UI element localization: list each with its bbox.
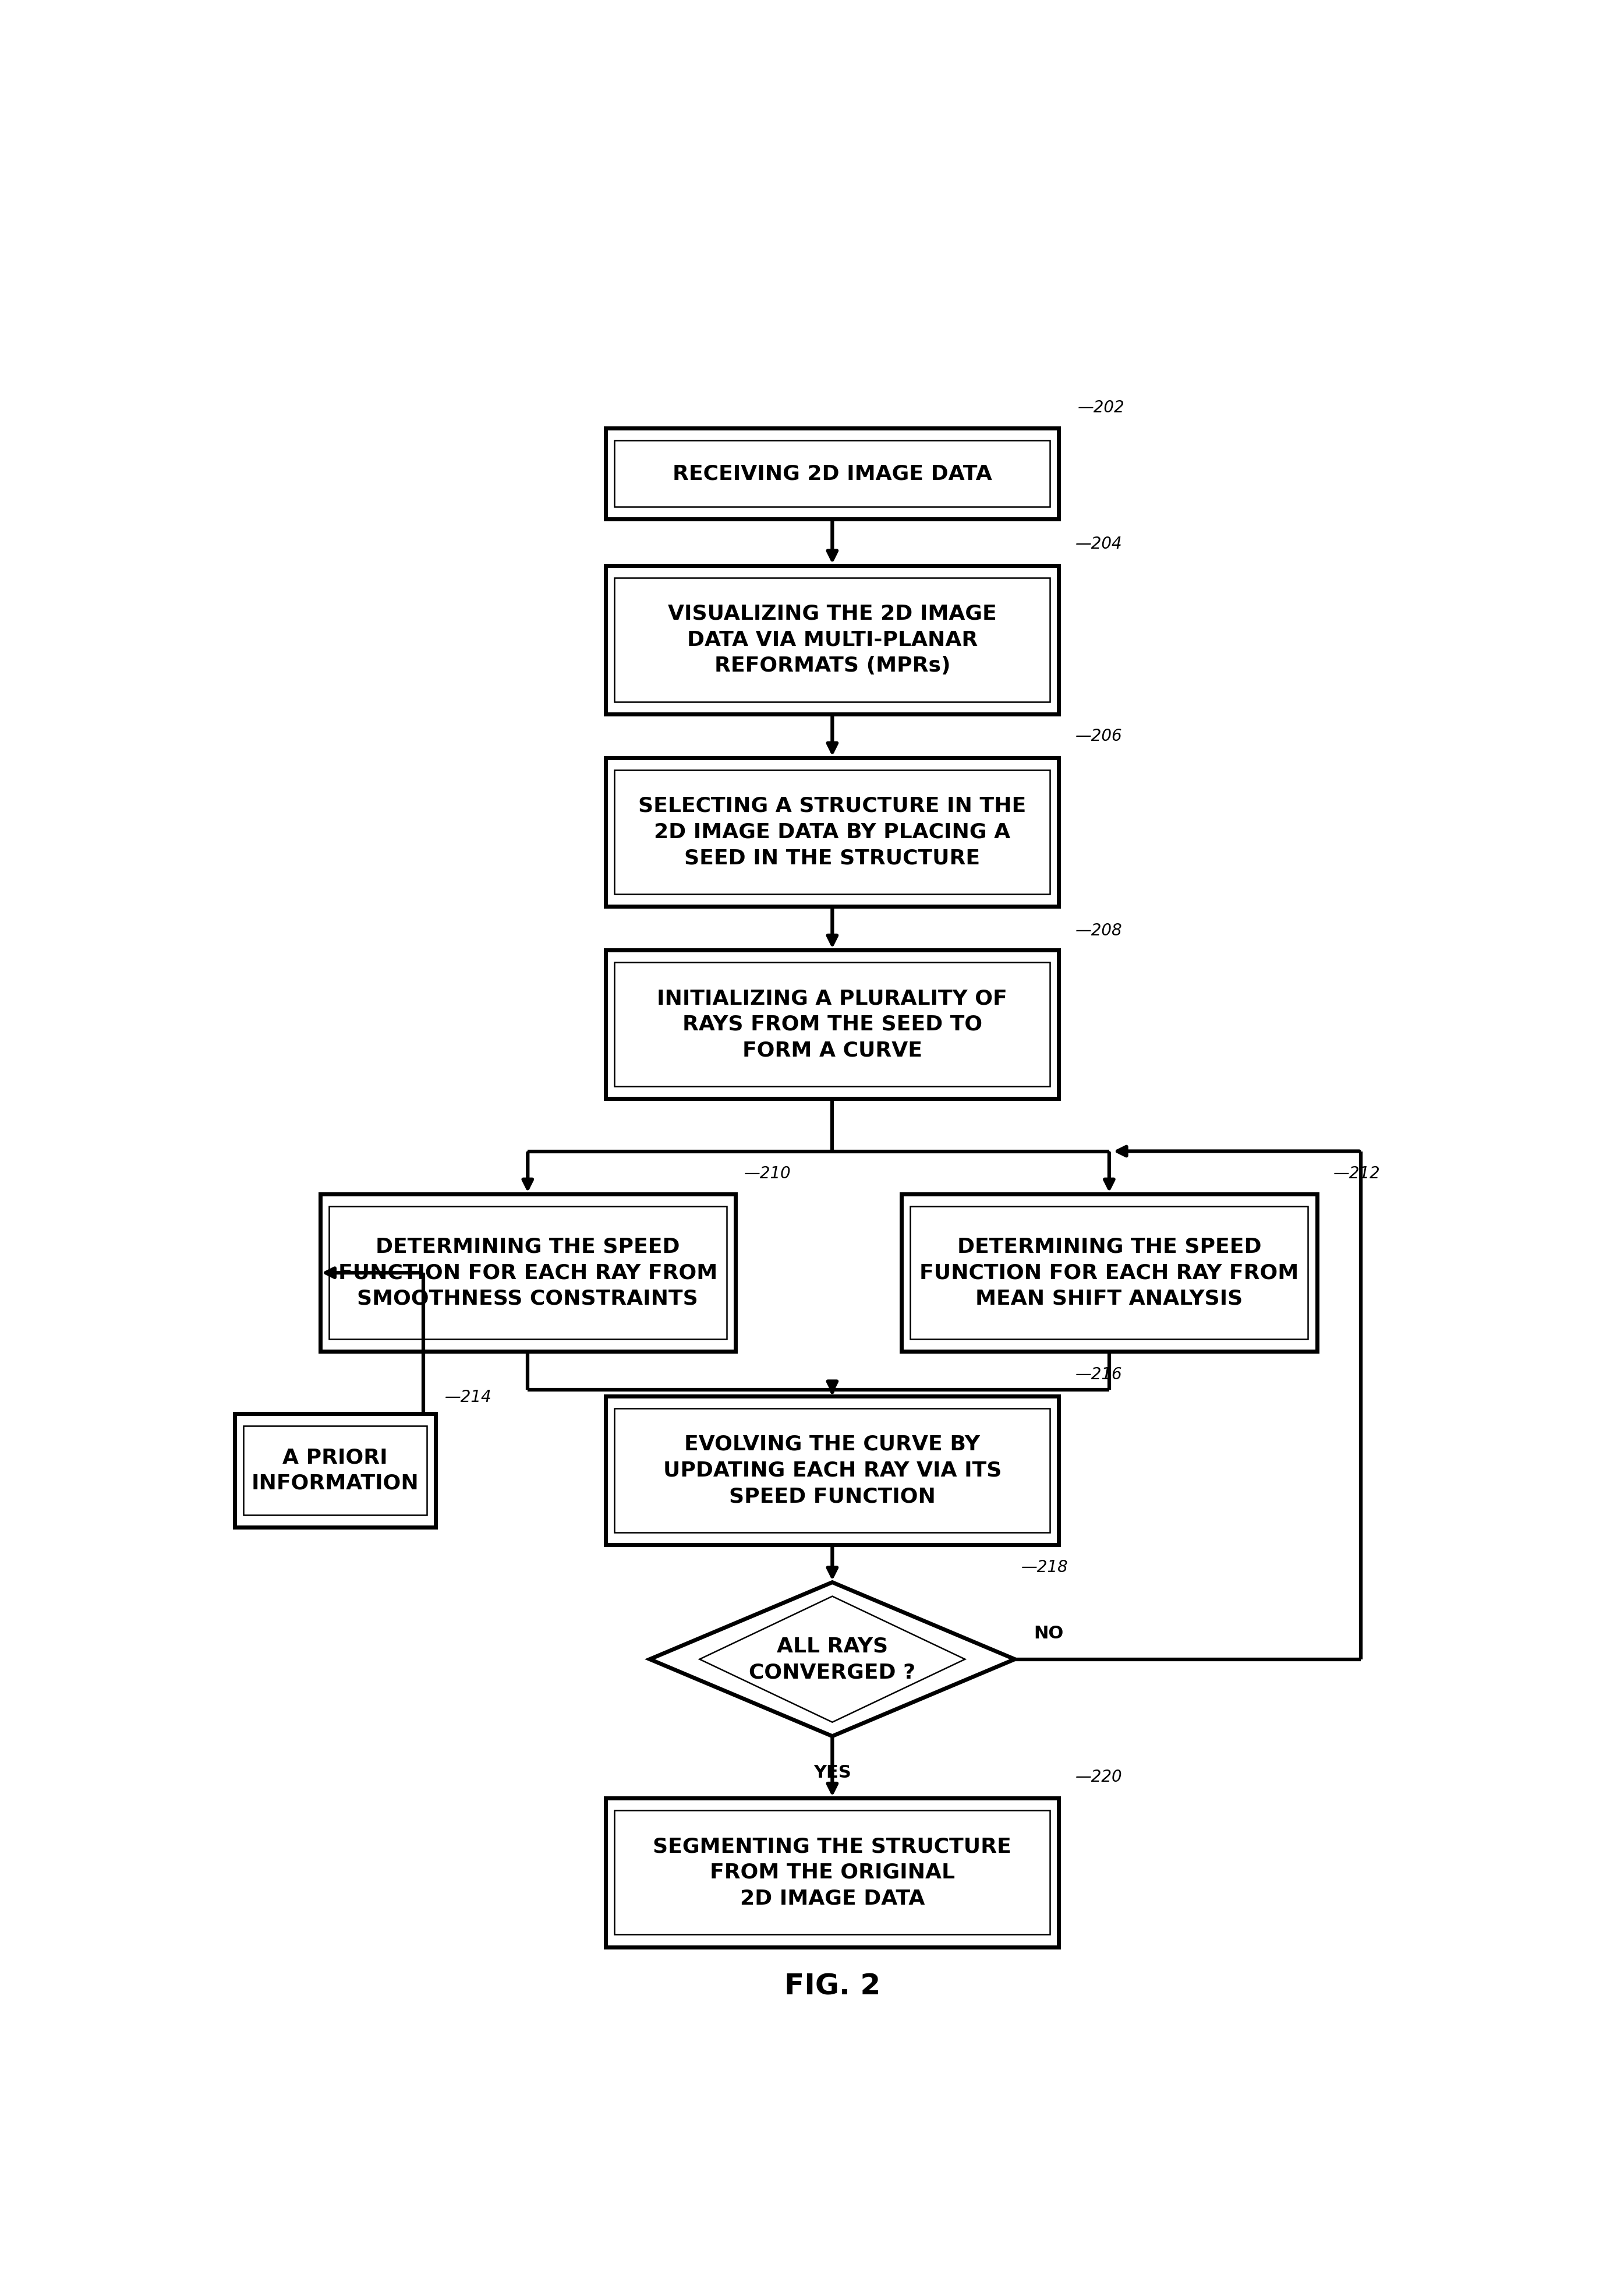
Polygon shape: [650, 1583, 1015, 1735]
Bar: [606, 429, 1059, 520]
Bar: [330, 1206, 726, 1340]
Text: INITIALIZING A PLURALITY OF
RAYS FROM THE SEED TO
FORM A CURVE: INITIALIZING A PLURALITY OF RAYS FROM TH…: [658, 988, 1007, 1061]
Bar: [911, 1206, 1307, 1340]
Text: ALL RAYS
CONVERGED ?: ALL RAYS CONVERGED ?: [749, 1637, 916, 1683]
Text: DETERMINING THE SPEED
FUNCTION FOR EACH RAY FROM
SMOOTHNESS CONSTRAINTS: DETERMINING THE SPEED FUNCTION FOR EACH …: [338, 1238, 718, 1308]
Text: —218: —218: [1021, 1558, 1069, 1576]
Text: VISUALIZING THE 2D IMAGE
DATA VIA MULTI-PLANAR
REFORMATS (MPRs): VISUALIZING THE 2D IMAGE DATA VIA MULTI-…: [667, 604, 997, 677]
Text: NO: NO: [1034, 1624, 1064, 1642]
Text: —214: —214: [445, 1390, 492, 1406]
Text: SELECTING A STRUCTURE IN THE
2D IMAGE DATA BY PLACING A
SEED IN THE STRUCTURE: SELECTING A STRUCTURE IN THE 2D IMAGE DA…: [638, 797, 1026, 868]
Text: —210: —210: [744, 1165, 791, 1181]
Text: —208: —208: [1075, 922, 1122, 938]
Text: EVOLVING THE CURVE BY
UPDATING EACH RAY VIA ITS
SPEED FUNCTION: EVOLVING THE CURVE BY UPDATING EACH RAY …: [663, 1435, 1002, 1506]
Bar: [606, 949, 1059, 1099]
Bar: [614, 1408, 1051, 1533]
Bar: [606, 759, 1059, 906]
Bar: [244, 1426, 427, 1515]
Text: FIG. 2: FIG. 2: [784, 1971, 880, 2001]
Bar: [614, 1810, 1051, 1935]
Bar: [901, 1195, 1317, 1351]
Text: —204: —204: [1075, 536, 1122, 552]
Text: YES: YES: [814, 1765, 851, 1780]
Bar: [614, 963, 1051, 1086]
Text: —220: —220: [1075, 1769, 1122, 1785]
Bar: [606, 1397, 1059, 1544]
Text: —202: —202: [1078, 400, 1125, 416]
Text: —206: —206: [1075, 729, 1122, 745]
Text: DETERMINING THE SPEED
FUNCTION FOR EACH RAY FROM
MEAN SHIFT ANALYSIS: DETERMINING THE SPEED FUNCTION FOR EACH …: [919, 1238, 1299, 1308]
Text: SEGMENTING THE STRUCTURE
FROM THE ORIGINAL
2D IMAGE DATA: SEGMENTING THE STRUCTURE FROM THE ORIGIN…: [653, 1837, 1012, 1908]
Bar: [614, 770, 1051, 895]
Text: —216: —216: [1075, 1367, 1122, 1383]
Bar: [614, 441, 1051, 506]
Bar: [234, 1413, 435, 1526]
Text: A PRIORI
INFORMATION: A PRIORI INFORMATION: [252, 1447, 419, 1494]
Bar: [606, 1799, 1059, 1946]
Bar: [614, 577, 1051, 702]
Bar: [320, 1195, 736, 1351]
Text: RECEIVING 2D IMAGE DATA: RECEIVING 2D IMAGE DATA: [672, 463, 992, 484]
Text: —212: —212: [1333, 1165, 1380, 1181]
Bar: [606, 565, 1059, 713]
